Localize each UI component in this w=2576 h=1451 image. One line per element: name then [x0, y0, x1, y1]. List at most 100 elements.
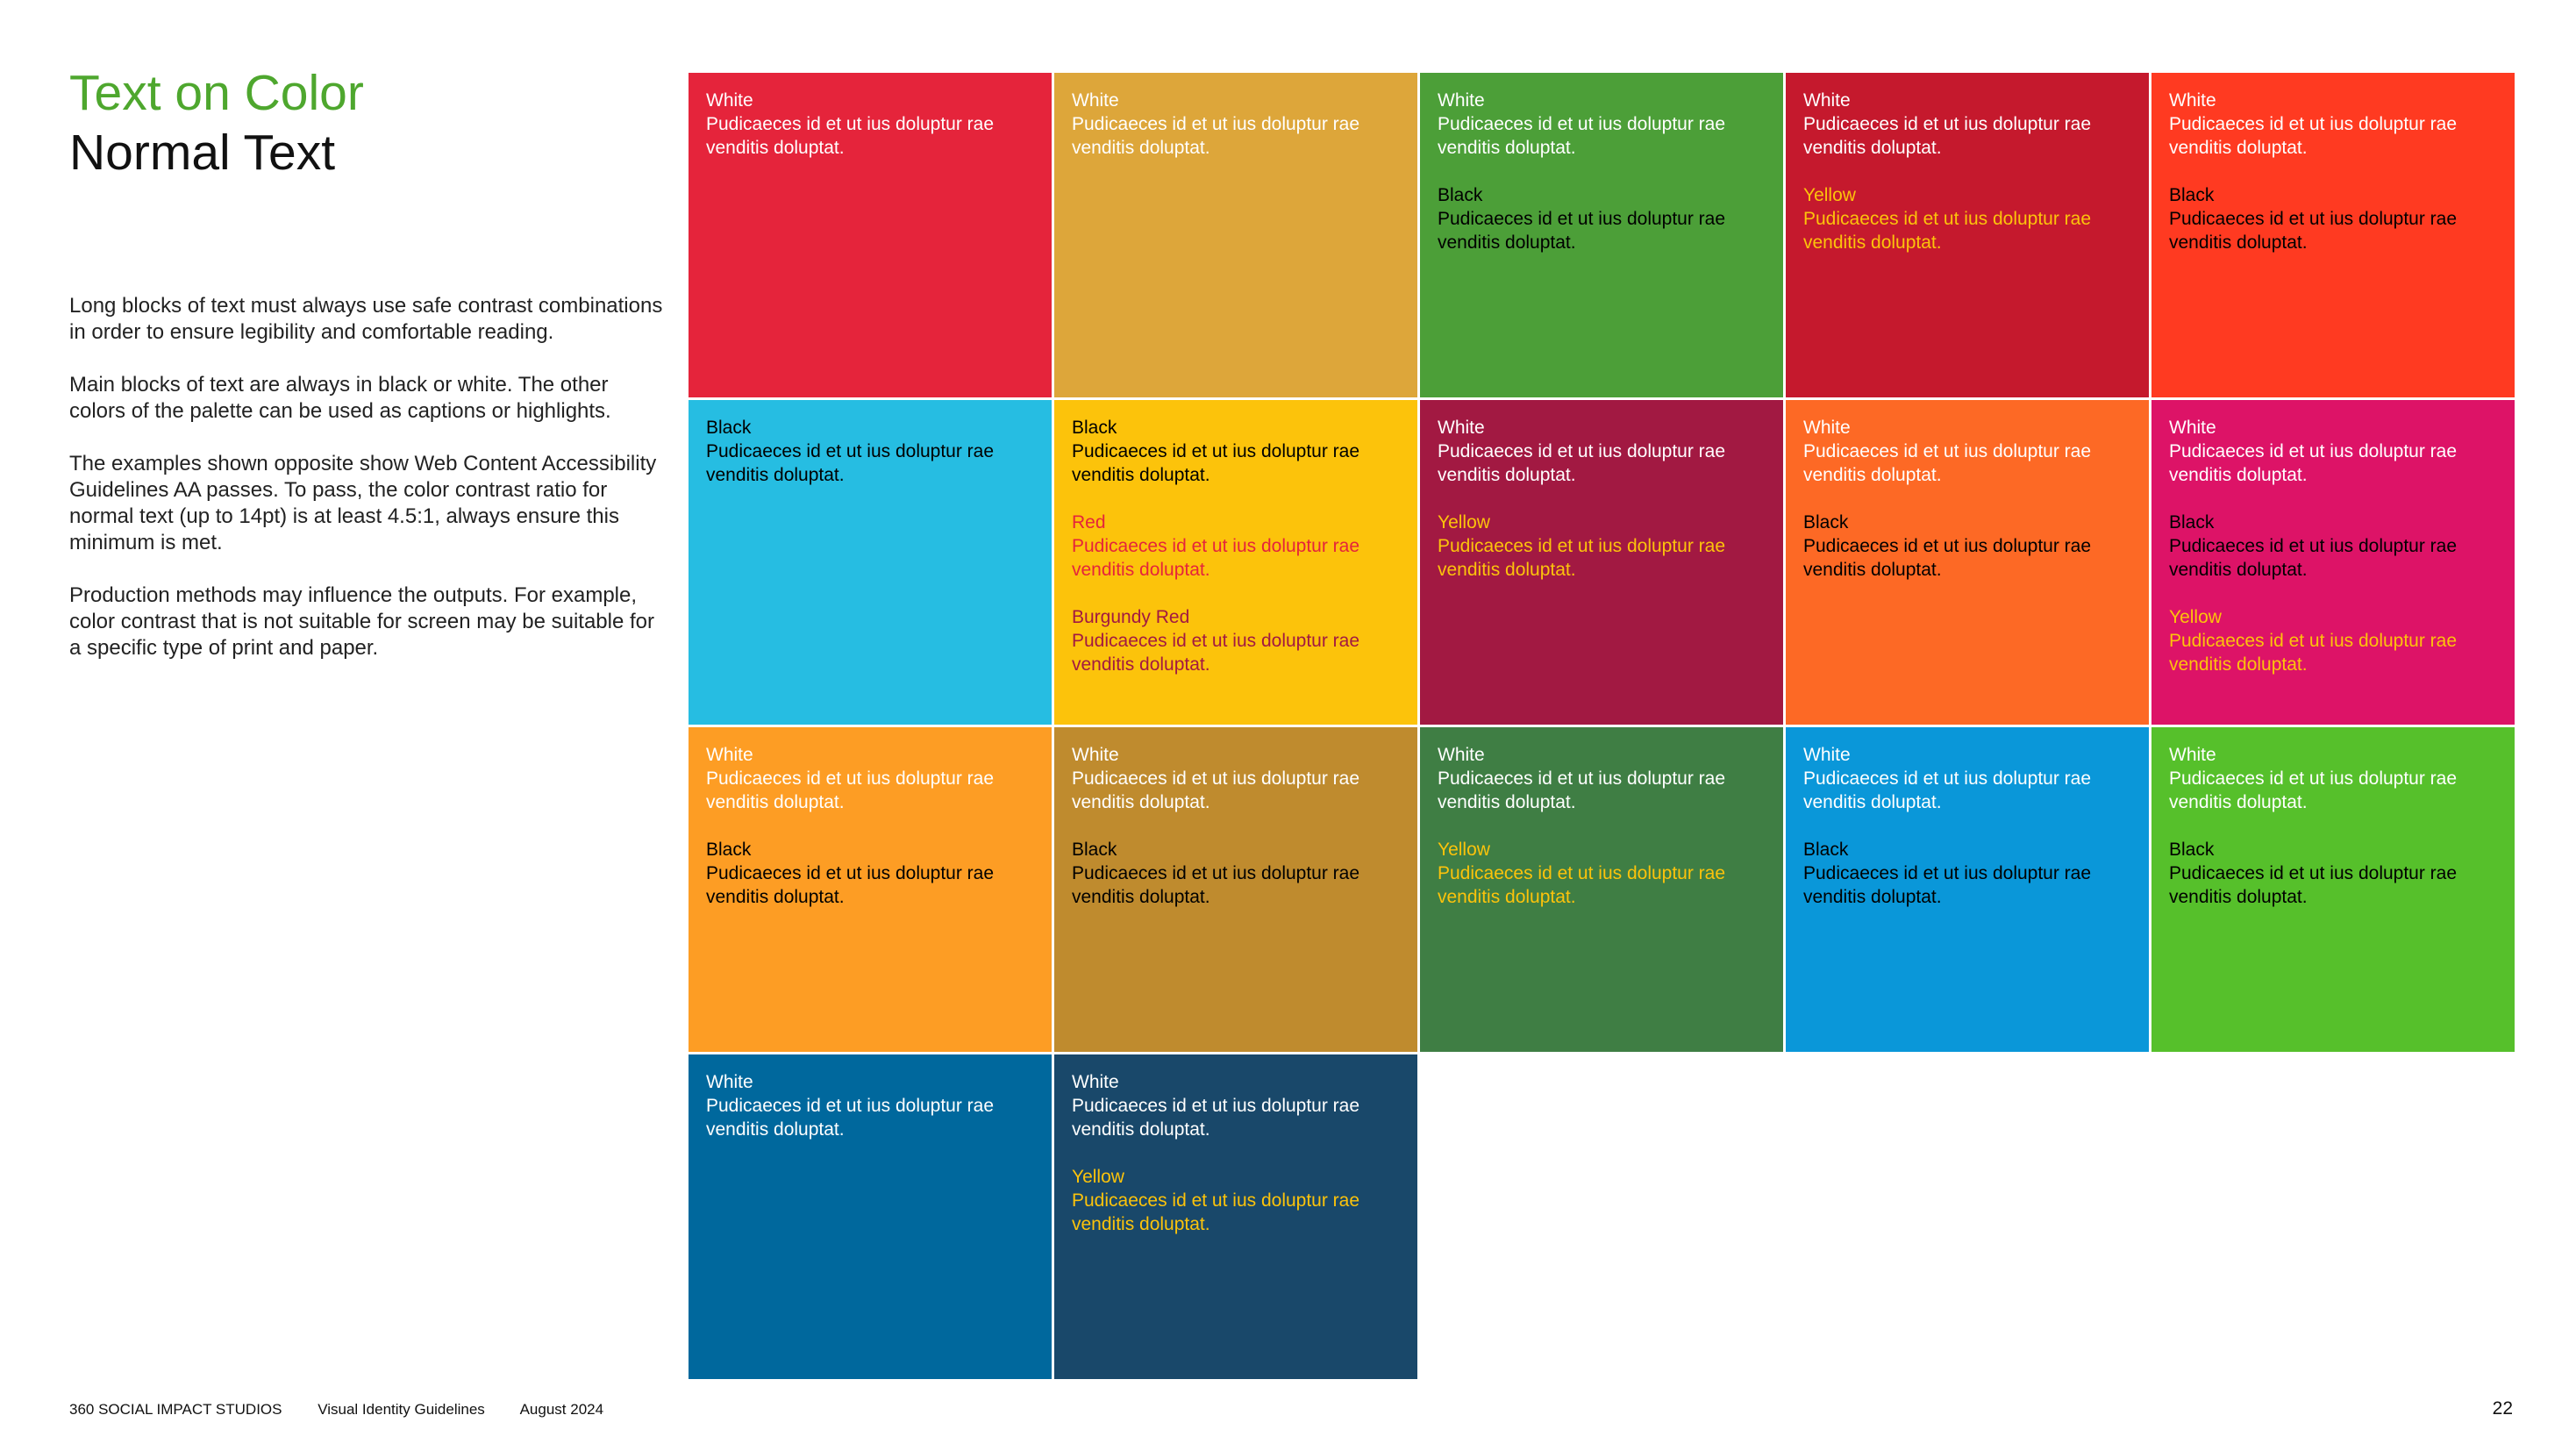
sample-color-label: Yellow [1803, 185, 1856, 205]
color-swatch: White Pudicaeces id et ut ius doluptur ra… [1786, 73, 2149, 397]
sample-body-text: Pudicaeces id et ut ius doluptur rae ven… [706, 114, 995, 158]
sample-color-label: White [2169, 745, 2216, 765]
color-swatch: Black Pudicaeces id et ut ius doluptur ra… [1054, 400, 1417, 725]
sample-body-text: Pudicaeces id et ut ius doluptur rae ven… [2169, 209, 2458, 253]
sample-color-label: White [706, 745, 753, 765]
color-swatch: White Pudicaeces id et ut ius doluptur ra… [689, 73, 1052, 397]
page-title: Text on Color [69, 65, 364, 121]
sample-body-text: Pudicaeces id et ut ius doluptur rae ven… [1438, 209, 1726, 253]
sample-color-label: White [2169, 90, 2216, 111]
sample-color-label: Black [706, 418, 752, 438]
color-swatch: Black Pudicaeces id et ut ius doluptur ra… [689, 400, 1052, 725]
sample-color-label: Yellow [1438, 512, 1490, 533]
text-sample: White Pudicaeces id et ut ius doluptur ra… [1438, 416, 1767, 487]
text-sample: White Pudicaeces id et ut ius doluptur ra… [1072, 743, 1402, 814]
sample-body-text: Pudicaeces id et ut ius doluptur rae ven… [1438, 441, 1726, 485]
sample-body-text: Pudicaeces id et ut ius doluptur rae ven… [1072, 441, 1360, 485]
sample-color-label: Black [1072, 840, 1117, 860]
sample-color-label: White [1803, 745, 1851, 765]
text-sample: Yellow Pudicaeces id et ut ius doluptur r… [1438, 838, 1767, 909]
color-swatch: White Pudicaeces id et ut ius doluptur ra… [1420, 73, 1783, 397]
color-swatch: White Pudicaeces id et ut ius doluptur ra… [689, 727, 1052, 1052]
page-subtitle: Normal Text [69, 125, 336, 181]
text-sample: White Pudicaeces id et ut ius doluptur ra… [2169, 743, 2499, 814]
text-sample: White Pudicaeces id et ut ius doluptur ra… [706, 743, 1036, 814]
sample-body-text: Pudicaeces id et ut ius doluptur rae ven… [2169, 536, 2458, 580]
footer: 360 SOCIAL IMPACT STUDIOS Visual Identit… [69, 1400, 635, 1419]
sample-color-label: Yellow [1072, 1167, 1124, 1187]
sample-color-label: Yellow [1438, 840, 1490, 860]
sample-color-label: Black [1803, 512, 1849, 533]
sample-body-text: Pudicaeces id et ut ius doluptur rae ven… [706, 441, 995, 485]
text-sample: White Pudicaeces id et ut ius doluptur ra… [1803, 89, 2133, 160]
sample-color-label: White [706, 1072, 753, 1092]
color-swatch: White Pudicaeces id et ut ius doluptur ra… [1054, 727, 1417, 1052]
text-sample: Yellow Pudicaeces id et ut ius doluptur r… [1438, 511, 1767, 582]
text-sample: White Pudicaeces id et ut ius doluptur ra… [1803, 416, 2133, 487]
text-sample: Yellow Pudicaeces id et ut ius doluptur r… [1072, 1165, 1402, 1236]
intro-paragraph: Production methods may influence the out… [69, 583, 654, 660]
sample-color-label: White [1803, 90, 1851, 111]
text-sample: White Pudicaeces id et ut ius doluptur ra… [2169, 416, 2499, 487]
text-sample: Black Pudicaeces id et ut ius doluptur ra… [2169, 183, 2499, 254]
sample-color-label: White [1072, 1072, 1119, 1092]
sample-body-text: Pudicaeces id et ut ius doluptur rae ven… [1438, 536, 1726, 580]
text-sample: Red Pudicaeces id et ut ius doluptur rae … [1072, 511, 1402, 582]
footer-studio: 360 SOCIAL IMPACT STUDIOS [69, 1401, 282, 1418]
text-sample: White Pudicaeces id et ut ius doluptur ra… [1072, 89, 1402, 160]
footer-document: Visual Identity Guidelines [318, 1401, 485, 1418]
text-sample: Black Pudicaeces id et ut ius doluptur ra… [1072, 416, 1402, 487]
sample-body-text: Pudicaeces id et ut ius doluptur rae ven… [1803, 209, 2092, 253]
sample-body-text: Pudicaeces id et ut ius doluptur rae ven… [2169, 631, 2458, 675]
intro-paragraph: The examples shown opposite show Web Con… [69, 452, 657, 554]
text-sample: White Pudicaeces id et ut ius doluptur ra… [1072, 1070, 1402, 1141]
text-sample: White Pudicaeces id et ut ius doluptur ra… [1803, 743, 2133, 814]
sample-body-text: Pudicaeces id et ut ius doluptur rae ven… [2169, 114, 2458, 158]
sample-body-text: Pudicaeces id et ut ius doluptur rae ven… [1438, 863, 1726, 907]
text-sample: White Pudicaeces id et ut ius doluptur ra… [706, 89, 1036, 160]
sample-color-label: White [1072, 90, 1119, 111]
page-heading: Text on Color Normal Text [69, 63, 648, 182]
text-sample: Black Pudicaeces id et ut ius doluptur ra… [1803, 838, 2133, 909]
sample-color-label: White [2169, 418, 2216, 438]
color-swatch: White Pudicaeces id et ut ius doluptur ra… [1420, 727, 1783, 1052]
sample-body-text: Pudicaeces id et ut ius doluptur rae ven… [2169, 441, 2458, 485]
sample-color-label: Black [1072, 418, 1117, 438]
sample-color-label: White [1072, 745, 1119, 765]
text-sample: White Pudicaeces id et ut ius doluptur ra… [1438, 89, 1767, 160]
sample-body-text: Pudicaeces id et ut ius doluptur rae ven… [1438, 768, 1726, 812]
text-sample: White Pudicaeces id et ut ius doluptur ra… [2169, 89, 2499, 160]
color-swatch: White Pudicaeces id et ut ius doluptur ra… [2151, 400, 2515, 725]
sample-body-text: Pudicaeces id et ut ius doluptur rae ven… [2169, 863, 2458, 907]
sample-body-text: Pudicaeces id et ut ius doluptur rae ven… [706, 1096, 995, 1140]
color-swatch: White Pudicaeces id et ut ius doluptur ra… [1054, 73, 1417, 397]
text-sample: Black Pudicaeces id et ut ius doluptur ra… [706, 416, 1036, 487]
intro-paragraph: Long blocks of text must always use safe… [69, 294, 663, 344]
intro-paragraph: Main blocks of text are always in black … [69, 373, 611, 423]
sample-body-text: Pudicaeces id et ut ius doluptur rae ven… [1803, 863, 2092, 907]
sample-color-label: Black [706, 840, 752, 860]
page-number: 22 [2492, 1398, 2513, 1419]
text-sample: White Pudicaeces id et ut ius doluptur ra… [1438, 743, 1767, 814]
sample-color-label: Red [1072, 512, 1106, 533]
sample-body-text: Pudicaeces id et ut ius doluptur rae ven… [1803, 441, 2092, 485]
sample-body-text: Pudicaeces id et ut ius doluptur rae ven… [1072, 536, 1360, 580]
sample-color-label: Yellow [2169, 607, 2222, 627]
color-swatch-grid: White Pudicaeces id et ut ius doluptur ra… [689, 73, 2515, 1379]
sample-body-text: Pudicaeces id et ut ius doluptur rae ven… [1438, 114, 1726, 158]
sample-color-label: Burgundy Red [1072, 607, 1190, 627]
text-sample: Yellow Pudicaeces id et ut ius doluptur r… [1803, 183, 2133, 254]
color-swatch: White Pudicaeces id et ut ius doluptur ra… [2151, 73, 2515, 397]
sample-body-text: Pudicaeces id et ut ius doluptur rae ven… [2169, 768, 2458, 812]
color-swatch: White Pudicaeces id et ut ius doluptur ra… [1786, 400, 2149, 725]
color-swatch: White Pudicaeces id et ut ius doluptur ra… [1420, 400, 1783, 725]
sample-body-text: Pudicaeces id et ut ius doluptur rae ven… [1072, 768, 1360, 812]
sample-color-label: White [1803, 418, 1851, 438]
sample-body-text: Pudicaeces id et ut ius doluptur rae ven… [1803, 114, 2092, 158]
sample-color-label: White [1438, 418, 1485, 438]
footer-date: August 2024 [519, 1401, 604, 1418]
color-swatch: White Pudicaeces id et ut ius doluptur ra… [689, 1054, 1052, 1379]
sample-body-text: Pudicaeces id et ut ius doluptur rae ven… [706, 768, 995, 812]
text-sample: White Pudicaeces id et ut ius doluptur ra… [706, 1070, 1036, 1141]
color-swatch: White Pudicaeces id et ut ius doluptur ra… [1786, 727, 2149, 1052]
